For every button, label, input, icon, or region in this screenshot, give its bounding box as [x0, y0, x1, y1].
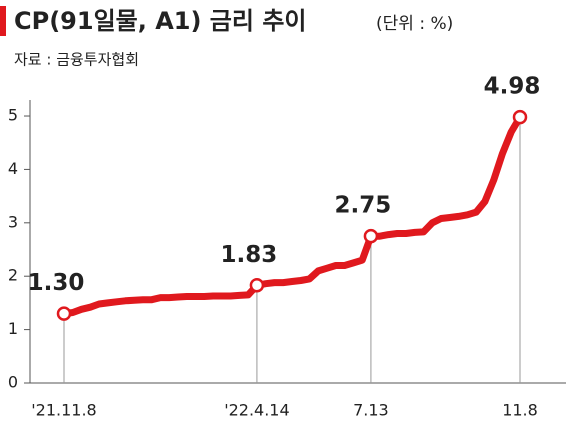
point-marker: [512, 109, 528, 125]
x-tick-label: '21.11.8: [31, 401, 96, 420]
x-tick-label: '22.4.14: [224, 401, 289, 420]
title-accent: [0, 6, 6, 36]
chart-title: CP(91일물, A1) 금리 추이: [14, 7, 306, 35]
data-label: 1.30: [28, 270, 85, 296]
y-tick-label: 5: [8, 106, 18, 125]
point-marker: [363, 228, 379, 244]
y-tick-label: 0: [8, 373, 18, 392]
data-label: 1.83: [221, 242, 278, 268]
point-marker: [56, 306, 72, 321]
x-tick-label: 11.8: [502, 401, 538, 420]
y-tick-label: 1: [8, 319, 18, 338]
y-tick-label: 2: [8, 266, 18, 285]
y-tick-label: 4: [8, 159, 18, 178]
chart-subtitle: (단위 : %): [376, 14, 453, 34]
data-label: 4.98: [484, 74, 541, 100]
source: 자료 : 금융투자협회: [14, 51, 139, 69]
data-label: 2.75: [335, 193, 392, 219]
line: [60, 113, 524, 318]
y-tick-label: 3: [8, 212, 18, 231]
x-tick-label: 7.13: [353, 401, 389, 420]
point-marker: [249, 278, 265, 293]
